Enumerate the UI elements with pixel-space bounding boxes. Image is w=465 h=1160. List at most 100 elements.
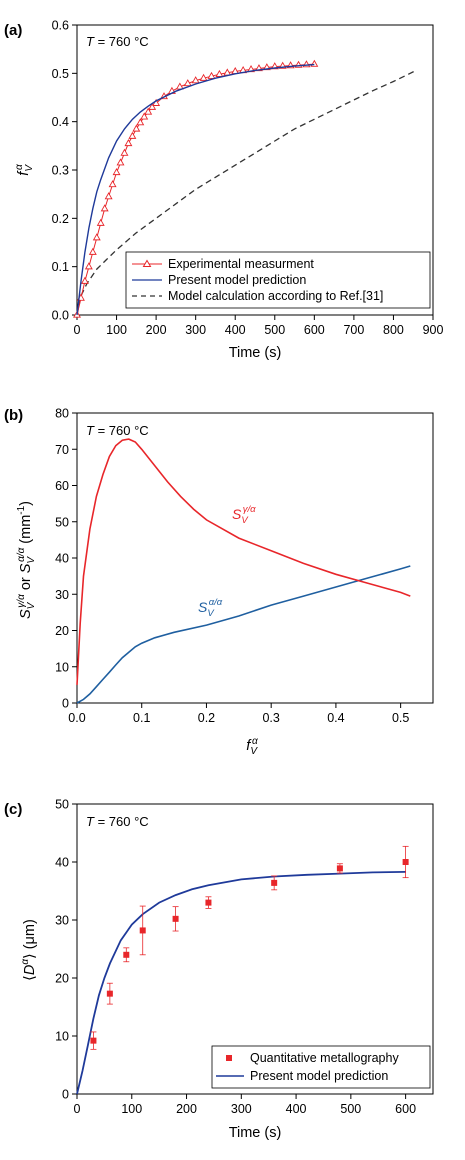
experimental-point [100,204,109,212]
y-tick-label: 0.6 [52,19,69,33]
y-tick-label: 30 [55,914,69,928]
panel-b-y-ticks: 0 10 20 30 40 50 60 70 80 [55,407,77,711]
x-tick-label: 400 [225,323,246,337]
experimental-point [116,158,125,166]
x-tick-label: 100 [106,323,127,337]
x-tick-label: 800 [383,323,404,337]
panel-c-legend: Quantitative metallography Present model… [211,1045,431,1089]
experimental-point [183,79,192,87]
x-tick-label: 900 [423,323,444,337]
metallography-point [90,1037,97,1044]
series-label-alpha-alpha: SVα/α [198,597,223,619]
metallography-point [172,915,179,922]
panel-c-legend-box [211,1045,431,1089]
panel-c-label: (c) [4,801,22,818]
experimental-point [199,73,208,81]
experimental-point [132,124,141,132]
panel-b-frame [76,412,434,704]
panel-a-y-axis-label: fVα [14,164,35,176]
panel-c-x-axis-label: Time (s) [229,1125,282,1141]
metallography-point [271,879,278,886]
x-tick-label: 0.0 [68,711,85,725]
x-tick-label: 0.5 [392,711,409,725]
series-model-line [76,63,315,316]
x-tick-label: 100 [121,1102,142,1116]
series-ref31-line [76,69,418,316]
experimental-point [104,192,113,200]
experimental-point [144,107,153,115]
y-tick-label: 40 [55,552,69,566]
panel-c-series [76,845,409,1095]
y-tick-label: 0.5 [52,67,69,81]
y-tick-label: 40 [55,856,69,870]
x-tick-label: 0.4 [327,711,344,725]
y-tick-label: 70 [55,443,69,457]
x-tick-label: 200 [146,323,167,337]
x-tick-label: 700 [343,323,364,337]
y-tick-label: 0.3 [52,164,69,178]
y-tick-label: 60 [55,479,69,493]
experimental-point [96,218,105,226]
legend-metallography-label: Quantitative metallography [250,1051,399,1065]
y-tick-label: 20 [55,624,69,638]
y-tick-label: 0 [62,1088,69,1102]
x-tick-label: 0.2 [198,711,215,725]
metallography-point [123,951,130,958]
metallography-point [106,990,113,997]
x-tick-label: 500 [264,323,285,337]
panel-c-plot-area: 0 100 200 300 400 500 600 0 10 20 30 40 50 [55,798,434,1116]
panel-a-plot-area: 0 100 200 300 400 500 600 700 800 900 0.00.10.20.… [52,19,444,338]
experimental-point [88,247,97,255]
legend-ref31-label: Model calculation according to Ref.[31] [168,289,383,303]
experimental-point [148,102,157,110]
panel-a-legend-box [125,251,431,309]
x-tick-label: 300 [185,323,206,337]
experimental-point [112,167,121,176]
panel-a-x-ticks: 0 100 200 300 400 500 600 700 800 900 [74,315,444,337]
panel-c-x-ticks: 0 100 200 300 400 500 600 [74,1094,416,1116]
experimental-point [124,138,133,147]
series-alpha-alpha-line [76,565,411,704]
y-tick-label: 30 [55,588,69,602]
metallography-point [402,859,409,865]
y-tick-label: 0.2 [52,212,69,226]
y-tick-label: 20 [55,972,69,986]
y-tick-label: 0.0 [52,309,69,323]
series-model-line-c [76,871,406,1095]
y-tick-label: 50 [55,515,69,529]
experimental-point [92,233,101,241]
metallography-point [139,927,146,934]
series-gamma-alpha-line [76,438,411,685]
experimental-point [140,112,149,120]
y-tick-label: 0.4 [52,115,69,129]
panel-a-temperature: T = 760 °C [86,34,149,49]
experimental-point [84,262,93,270]
y-tick-label: 0 [62,697,69,711]
panel-a-y-ticks: 0.0 0.1 0.2 0.3 0.4 0.5 0.6 [52,19,77,323]
legend-model-label: Present model prediction [168,273,306,287]
panel-b-label: (b) [4,407,23,424]
x-tick-label: 0.1 [133,711,150,725]
legend-triangle-marker [142,259,152,267]
x-tick-label: 400 [286,1102,307,1116]
panel-a-x-axis-label: Time (s) [229,345,282,361]
panel-b-series [76,438,411,704]
panel-c: (c) 0 100 200 300 400 500 600 0 10 20 30 40 50 T = … [4,798,434,1141]
experimental-point [80,276,89,284]
y-tick-label: 0.1 [52,260,69,274]
experimental-point [207,71,216,79]
experimental-point [108,180,117,188]
panel-b-y-axis-label: SVγ/α or SVα/α (mm-1) [16,501,37,619]
panel-a-series [73,59,418,318]
panel-b-x-axis-label: fVα [246,736,258,757]
panel-c-frame [76,803,434,1095]
x-tick-label: 0.3 [262,711,279,725]
legend-model-label-c: Present model prediction [250,1069,388,1083]
x-tick-label: 200 [176,1102,197,1116]
panel-b: (b) 0.0 0.1 0.2 0.3 0.4 0.5 0 10 20 30 40 50 60 70 80… [4,407,434,757]
y-tick-label: 10 [55,1030,69,1044]
panel-a-label: (a) [4,22,22,39]
legend-metallography-marker [226,1055,232,1061]
panel-b-temperature: T = 760 °C [86,423,149,438]
